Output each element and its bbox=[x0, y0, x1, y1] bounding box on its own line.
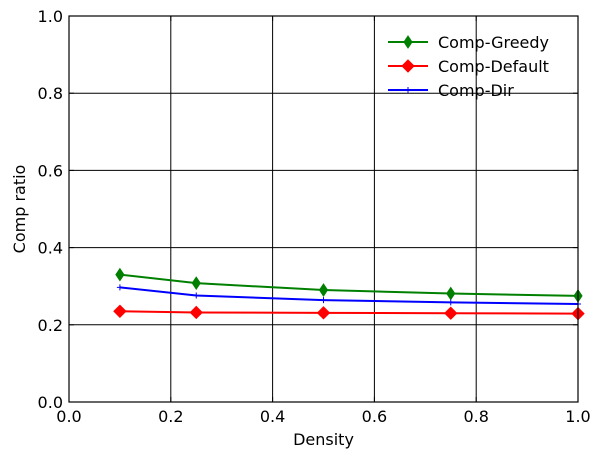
x-axis-label: Density bbox=[293, 430, 354, 449]
series-line bbox=[119, 273, 579, 297]
legend-item: Comp-Greedy bbox=[388, 33, 549, 52]
legend: Comp-Greedy Comp-Default Comp-Dir bbox=[388, 33, 549, 100]
ticks: 0.0 0.2 0.4 0.6 0.8 1.0 0.0 0.2 0.4 0.6 0.8 1.0 bbox=[38, 7, 591, 426]
legend-marker bbox=[405, 87, 411, 93]
y-tick-label: 0.6 bbox=[38, 161, 63, 180]
y-tick-label: 0.0 bbox=[38, 393, 63, 412]
x-tick-label: 0.2 bbox=[158, 407, 183, 426]
plot-frame bbox=[68, 15, 579, 403]
grid bbox=[69, 16, 578, 402]
legend-marker bbox=[401, 59, 415, 73]
data-point bbox=[318, 283, 329, 297]
data-point bbox=[444, 306, 458, 320]
series-layer bbox=[113, 267, 585, 321]
legend-item: Comp-Dir bbox=[388, 81, 514, 100]
legend-marker bbox=[403, 35, 413, 49]
data-point bbox=[193, 292, 200, 299]
data-point bbox=[115, 267, 125, 282]
y-tick-label: 0.8 bbox=[38, 84, 63, 103]
series-comp-dir bbox=[116, 284, 581, 307]
data-point bbox=[447, 299, 454, 306]
data-point bbox=[316, 306, 331, 320]
x-tick-label: 1.0 bbox=[565, 407, 590, 426]
data-point bbox=[113, 304, 127, 318]
series-line bbox=[119, 310, 579, 315]
x-tick-label: 0.4 bbox=[260, 407, 285, 426]
series-comp-greedy bbox=[115, 267, 583, 303]
x-tick-label: 0.8 bbox=[463, 407, 488, 426]
legend-label: Comp-Greedy bbox=[438, 33, 549, 52]
data-point bbox=[189, 305, 203, 320]
y-tick-label: 0.2 bbox=[38, 316, 63, 335]
series-comp-default bbox=[113, 304, 585, 321]
y-tick-label: 0.4 bbox=[38, 239, 63, 258]
legend-label: Comp-Dir bbox=[438, 81, 514, 100]
data-point bbox=[191, 276, 201, 291]
data-point bbox=[320, 297, 327, 304]
legend-label: Comp-Default bbox=[438, 57, 549, 76]
x-tick-label: 0.0 bbox=[56, 407, 81, 426]
data-point bbox=[116, 284, 123, 291]
legend-item: Comp-Default bbox=[388, 57, 549, 76]
y-axis-label: Comp ratio bbox=[10, 165, 29, 254]
data-point bbox=[446, 286, 456, 301]
x-tick-label: 0.6 bbox=[362, 407, 387, 426]
y-tick-label: 1.0 bbox=[38, 7, 63, 26]
